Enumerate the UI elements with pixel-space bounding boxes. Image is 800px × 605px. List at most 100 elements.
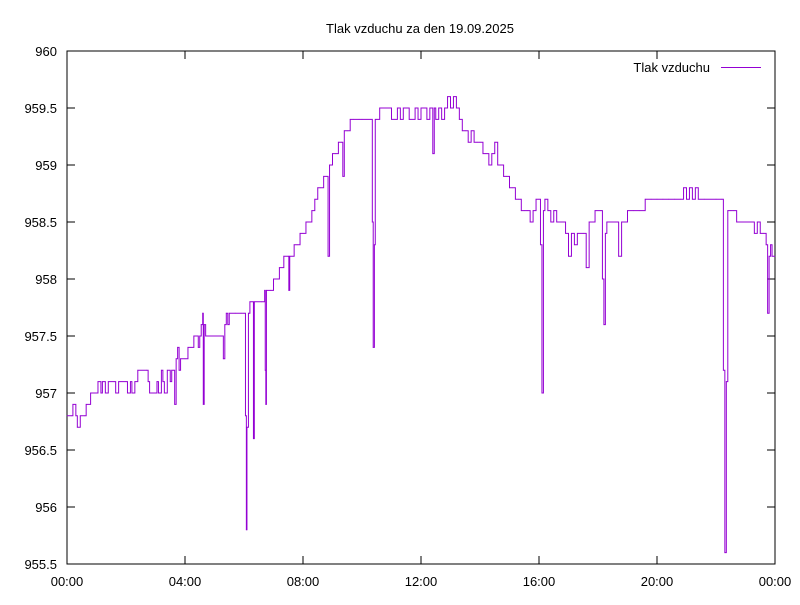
data-point [252,438,254,440]
data-point [79,415,81,417]
data-point [603,324,605,326]
data-point [265,403,267,405]
data-point [314,198,316,200]
data-point [219,335,221,337]
data-point [227,324,229,326]
data-point [432,153,434,155]
data-point [225,312,227,314]
data-point [288,289,290,291]
data-point [125,381,127,383]
series-layer [66,96,776,554]
data-point [361,118,363,120]
data-point [506,175,508,177]
data-point [371,221,373,223]
data-point [722,369,724,371]
data-point [329,164,331,166]
data-point [224,324,226,326]
data-point [270,289,272,291]
data-point [199,335,201,337]
data-point [520,210,522,212]
data-point [205,335,207,337]
data-point [374,118,376,120]
data-point [208,335,210,337]
data-point [771,255,773,257]
data-point [725,381,727,383]
data-point [538,198,540,200]
data-point [742,221,744,223]
data-point [482,153,484,155]
data-point [497,164,499,166]
data-point [293,244,295,246]
data-point [544,198,546,200]
x-tick-label: 12:00 [405,574,438,589]
data-point [632,210,634,212]
data-point [529,221,531,223]
y-tick-label: 959.5 [24,101,57,116]
data-point [770,244,772,246]
data-point [535,198,537,200]
data-point [408,118,410,120]
data-point [184,358,186,360]
data-point [76,426,78,428]
data-point [193,335,195,337]
data-point [447,96,449,98]
data-point [650,198,652,200]
data-point [568,255,569,257]
data-point [612,221,614,223]
data-point [656,198,658,200]
data-point [517,198,519,200]
x-tick-label: 00:00 [51,574,84,589]
data-point [391,118,392,120]
data-point [261,301,263,303]
data-point [342,175,344,177]
data-point [385,107,387,109]
data-point [697,198,699,200]
data-point [683,187,685,189]
data-point [668,198,670,200]
data-point [370,118,372,120]
data-point [727,210,729,212]
y-tick-label: 958.5 [24,215,57,230]
data-point [317,187,319,189]
data-point [756,221,758,223]
data-point [686,198,687,200]
data-point [618,255,620,257]
data-point [175,358,177,360]
data-point [327,255,329,257]
x-tick-label: 00:00 [759,574,792,589]
data-point [396,107,398,109]
data-point [137,369,139,371]
data-point [171,369,173,371]
plot-border [66,50,776,565]
data-point [426,118,428,120]
data-point [547,210,549,212]
x-tick-label: 16:00 [523,574,556,589]
data-point [604,232,606,234]
y-tick-label: 958 [35,272,57,287]
data-point [107,381,109,383]
data-point [473,141,475,143]
data-point [420,107,422,109]
data-point [66,415,68,417]
data-point [767,312,769,314]
data-point [542,210,544,212]
data-point [627,210,628,212]
data-point [494,141,496,143]
data-point [550,221,552,223]
legend: Tlak vzduchu [633,60,761,75]
data-point [244,415,246,417]
data-point [337,141,339,143]
data-point [97,381,99,383]
data-point [753,232,755,234]
data-point [264,289,266,291]
data-point [202,312,204,314]
data-point [467,141,469,143]
data-point [100,392,102,394]
data-point [417,118,419,120]
data-point [283,255,285,257]
data-point [461,130,463,132]
data-point [352,118,354,120]
data-point [200,324,202,326]
data-point [733,210,735,212]
